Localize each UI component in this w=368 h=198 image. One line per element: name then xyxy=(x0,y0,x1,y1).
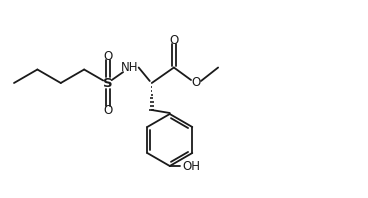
Text: O: O xyxy=(191,76,201,89)
Text: NH: NH xyxy=(121,61,138,74)
Text: O: O xyxy=(103,50,112,63)
Text: S: S xyxy=(103,76,112,89)
Text: OH: OH xyxy=(183,160,201,172)
Text: O: O xyxy=(169,34,178,47)
Text: O: O xyxy=(103,104,112,116)
